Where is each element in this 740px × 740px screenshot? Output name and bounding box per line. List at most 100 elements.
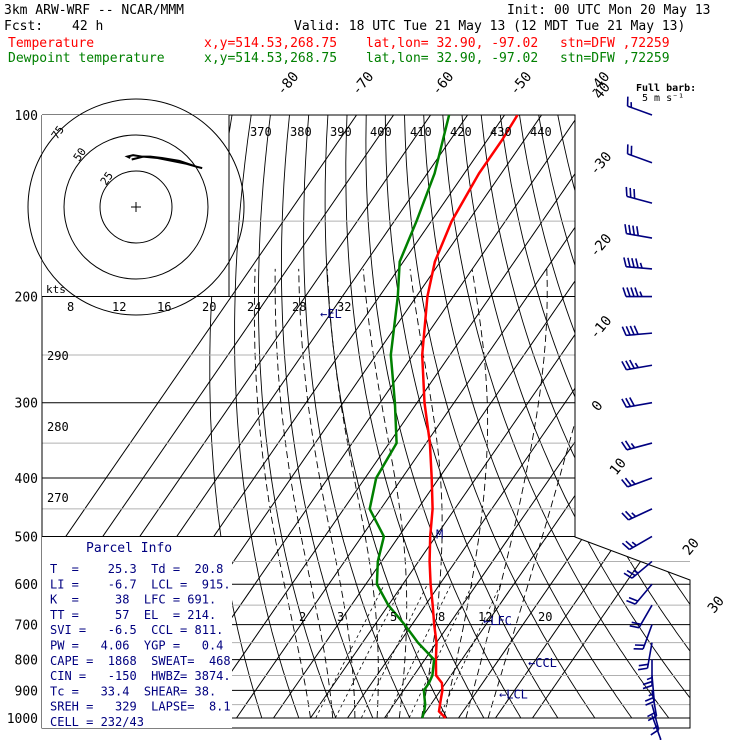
barb-half-flag bbox=[631, 512, 637, 518]
isotherm-line bbox=[384, 115, 690, 719]
barb-note: Full barb: bbox=[636, 83, 697, 94]
dry-adiabat bbox=[653, 115, 690, 719]
mixing-ratio-line bbox=[438, 584, 501, 719]
potential-temperature-label: 420 bbox=[450, 125, 472, 139]
isotherm-label: 30 bbox=[705, 593, 728, 616]
barb-half-flag bbox=[630, 479, 636, 485]
isotherm-line bbox=[42, 115, 357, 719]
barb-staff bbox=[638, 604, 653, 629]
parcel-info-row: LI = -6.7 LCL = 915. bbox=[50, 577, 231, 591]
potential-temperature-label: 440 bbox=[530, 125, 552, 139]
moist-adiabat bbox=[298, 268, 356, 718]
wind-barb bbox=[624, 224, 653, 239]
barb-staff bbox=[651, 704, 660, 730]
sounding-profiles bbox=[368, 115, 519, 719]
parcel-info-panel: Parcel Info T = 25.3 Td = 20.8LI = -6.7 … bbox=[42, 537, 232, 729]
isotherm-label: -50 bbox=[507, 69, 536, 99]
isotherm-label: -60 bbox=[429, 69, 458, 99]
barb-staff bbox=[626, 332, 653, 337]
wind-barb bbox=[620, 440, 653, 451]
barb-flag bbox=[633, 325, 639, 335]
temperature-station: stn=DFW ,72259 bbox=[560, 36, 670, 51]
hodograph-ring-label: 75 bbox=[49, 123, 67, 141]
barb-flag bbox=[621, 512, 630, 521]
wind-barb bbox=[637, 642, 653, 671]
barb-flag bbox=[625, 360, 632, 370]
parcel-info-row: PW = 4.06 YGP = 0.4 bbox=[50, 639, 223, 653]
barb-flag bbox=[631, 621, 642, 626]
dry-adiabat bbox=[280, 115, 374, 719]
dewpoint-latlon: lat,lon= 32.90, -97.02 bbox=[366, 51, 539, 66]
wind-barb bbox=[621, 325, 653, 337]
potential-temperature-label: 270 bbox=[47, 491, 69, 505]
parcel-info-row: K = 38 LFC = 691. bbox=[50, 593, 216, 607]
speed-scale-label: 16 bbox=[157, 300, 171, 314]
isotherm-label: -70 bbox=[349, 69, 378, 99]
wind-barb bbox=[626, 96, 653, 116]
barb-flag bbox=[638, 663, 649, 667]
barb-flag bbox=[626, 599, 636, 605]
wind-barb bbox=[621, 535, 653, 551]
barb-flag bbox=[642, 684, 653, 690]
potential-temperature-label: 380 bbox=[290, 125, 312, 139]
parcel-info-row: T = 25.3 Td = 20.8 bbox=[50, 562, 223, 576]
barb-staff bbox=[626, 232, 653, 239]
barb-half-flag bbox=[652, 725, 659, 730]
pressure-tick-label: 900 bbox=[15, 684, 38, 699]
barb-staff bbox=[642, 624, 653, 650]
barb-staff bbox=[634, 583, 653, 605]
barb-staff bbox=[629, 535, 653, 551]
barb-staff bbox=[651, 690, 658, 717]
wind-barb bbox=[621, 477, 653, 488]
temperature-latlon: lat,lon= 32.90, -97.02 bbox=[366, 36, 539, 51]
barb-half-flag bbox=[639, 262, 643, 269]
parcel-info-title: Parcel Info bbox=[86, 541, 172, 556]
dry-adiabat bbox=[672, 115, 690, 719]
potential-temperature-label: 410 bbox=[410, 125, 432, 139]
isotherm-label: -80 bbox=[274, 69, 303, 99]
pressure-tick-label: 800 bbox=[15, 654, 38, 669]
mixing-ratio-line bbox=[408, 584, 473, 719]
pressure-tick-label: 1000 bbox=[7, 712, 38, 727]
isotherm-label: -30 bbox=[587, 149, 616, 179]
wind-barb bbox=[626, 144, 653, 164]
barb-flag bbox=[625, 186, 628, 197]
pressure-tick-label: 200 bbox=[15, 291, 38, 306]
parcel-info-row: CIN = -150 HWBZ= 3874. bbox=[50, 669, 231, 683]
speed-scale-label: 12 bbox=[112, 300, 126, 314]
level-marker-label: ←EL bbox=[320, 307, 342, 321]
barb-flag bbox=[621, 398, 628, 408]
barb-flag bbox=[625, 540, 634, 549]
mixing-ratio-label: 3 bbox=[337, 610, 344, 624]
barb-staff bbox=[628, 508, 653, 521]
valid-time: Valid: 18 UTC Tue 21 May 13 (12 MDT Tue … bbox=[294, 19, 686, 34]
barb-half-flag bbox=[634, 362, 639, 369]
barb-flag bbox=[620, 441, 628, 451]
mixing-ratio-line bbox=[334, 584, 404, 719]
dry-adiabat bbox=[557, 115, 690, 719]
wind-barb bbox=[623, 257, 653, 270]
barb-staff bbox=[627, 105, 653, 116]
barb-flag bbox=[624, 224, 628, 234]
barb-flag bbox=[635, 258, 639, 268]
mixing-ratio-label: 8 bbox=[438, 610, 445, 624]
barb-flag bbox=[629, 187, 632, 198]
temperature-xy: x,y=514.53,268.75 bbox=[204, 36, 338, 51]
barb-half-flag bbox=[639, 291, 643, 297]
dry-adiabat bbox=[576, 115, 690, 719]
wind-barb bbox=[629, 604, 653, 629]
mixing-ratio-line bbox=[315, 584, 385, 719]
barb-flag bbox=[642, 680, 653, 686]
speed-scale-label: 24 bbox=[247, 300, 261, 314]
barb-note-unit: 5 m s⁻¹ bbox=[642, 93, 685, 104]
barb-staff bbox=[631, 560, 653, 579]
barb-flag bbox=[624, 440, 632, 450]
potential-temperature-label: 370 bbox=[250, 125, 272, 139]
barb-staff bbox=[626, 401, 653, 409]
barb-staff bbox=[651, 715, 662, 740]
wind-barbs bbox=[620, 96, 662, 740]
parcel-info-row: TT = 57 EL = 214. bbox=[50, 608, 216, 622]
mixing-ratio-label: 5 bbox=[390, 610, 397, 624]
potential-temperature-label: 400 bbox=[370, 125, 392, 139]
